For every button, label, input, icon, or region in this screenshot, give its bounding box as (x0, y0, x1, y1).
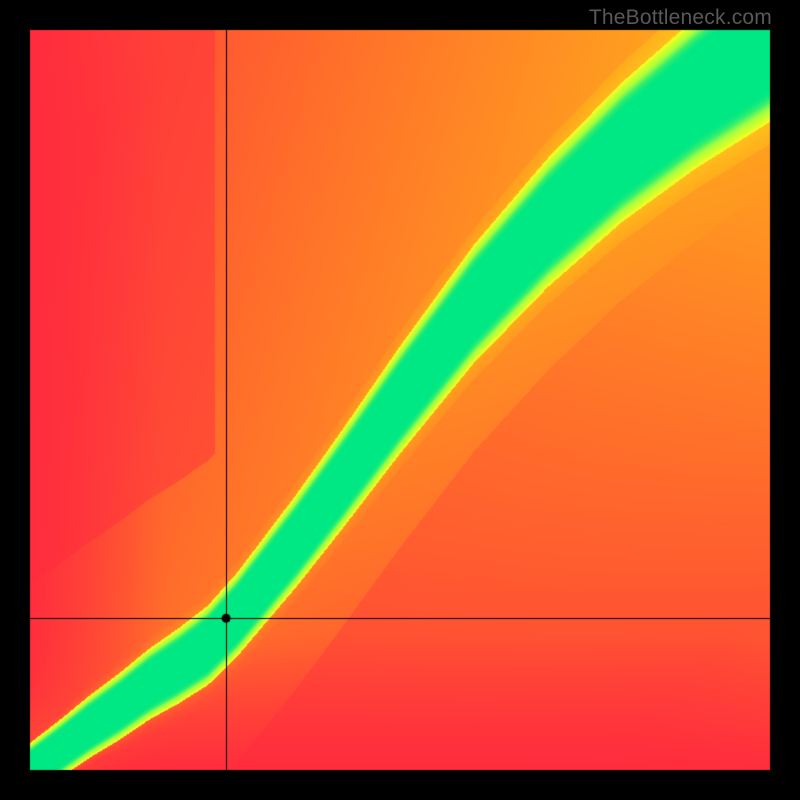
heatmap-canvas (0, 0, 800, 800)
watermark-text: TheBottleneck.com (589, 6, 772, 30)
chart-container: TheBottleneck.com (0, 0, 800, 800)
